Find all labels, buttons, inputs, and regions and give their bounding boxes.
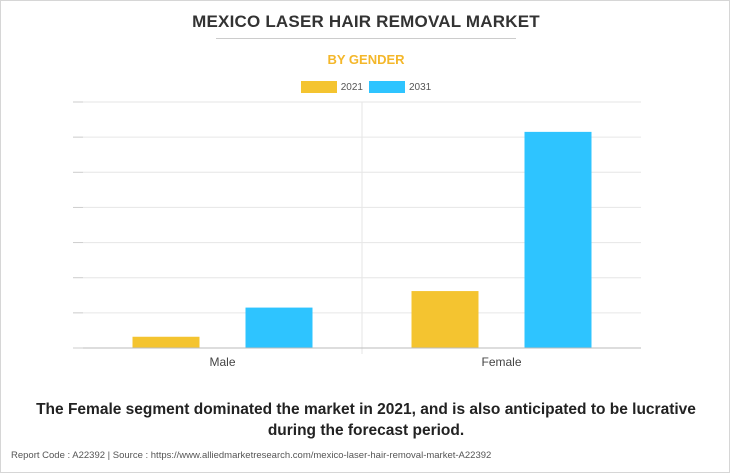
legend: 2021 2031 xyxy=(1,81,730,93)
legend-item-2031: 2031 xyxy=(369,81,431,93)
legend-swatch-2031 xyxy=(369,81,405,93)
x-tick-label: Male xyxy=(209,355,235,369)
legend-label-2031: 2031 xyxy=(409,81,432,93)
source-footer: Report Code : A22392 | Source : https://… xyxy=(11,450,492,461)
bar-male-2021 xyxy=(132,336,200,348)
bar-male-2031 xyxy=(245,307,313,348)
chart-caption: The Female segment dominated the market … xyxy=(36,401,696,439)
chart-title: MEXICO LASER HAIR REMOVAL MARKET xyxy=(192,12,540,31)
bar-female-2021 xyxy=(411,291,479,348)
legend-item-2021: 2021 xyxy=(300,81,363,93)
x-tick-label: Female xyxy=(481,355,521,369)
legend-label-2021: 2021 xyxy=(340,81,363,93)
chart-subtitle: BY GENDER xyxy=(327,52,405,67)
title-divider xyxy=(216,38,516,39)
legend-swatch-2021 xyxy=(300,81,337,93)
bar-female-2031 xyxy=(524,131,592,348)
